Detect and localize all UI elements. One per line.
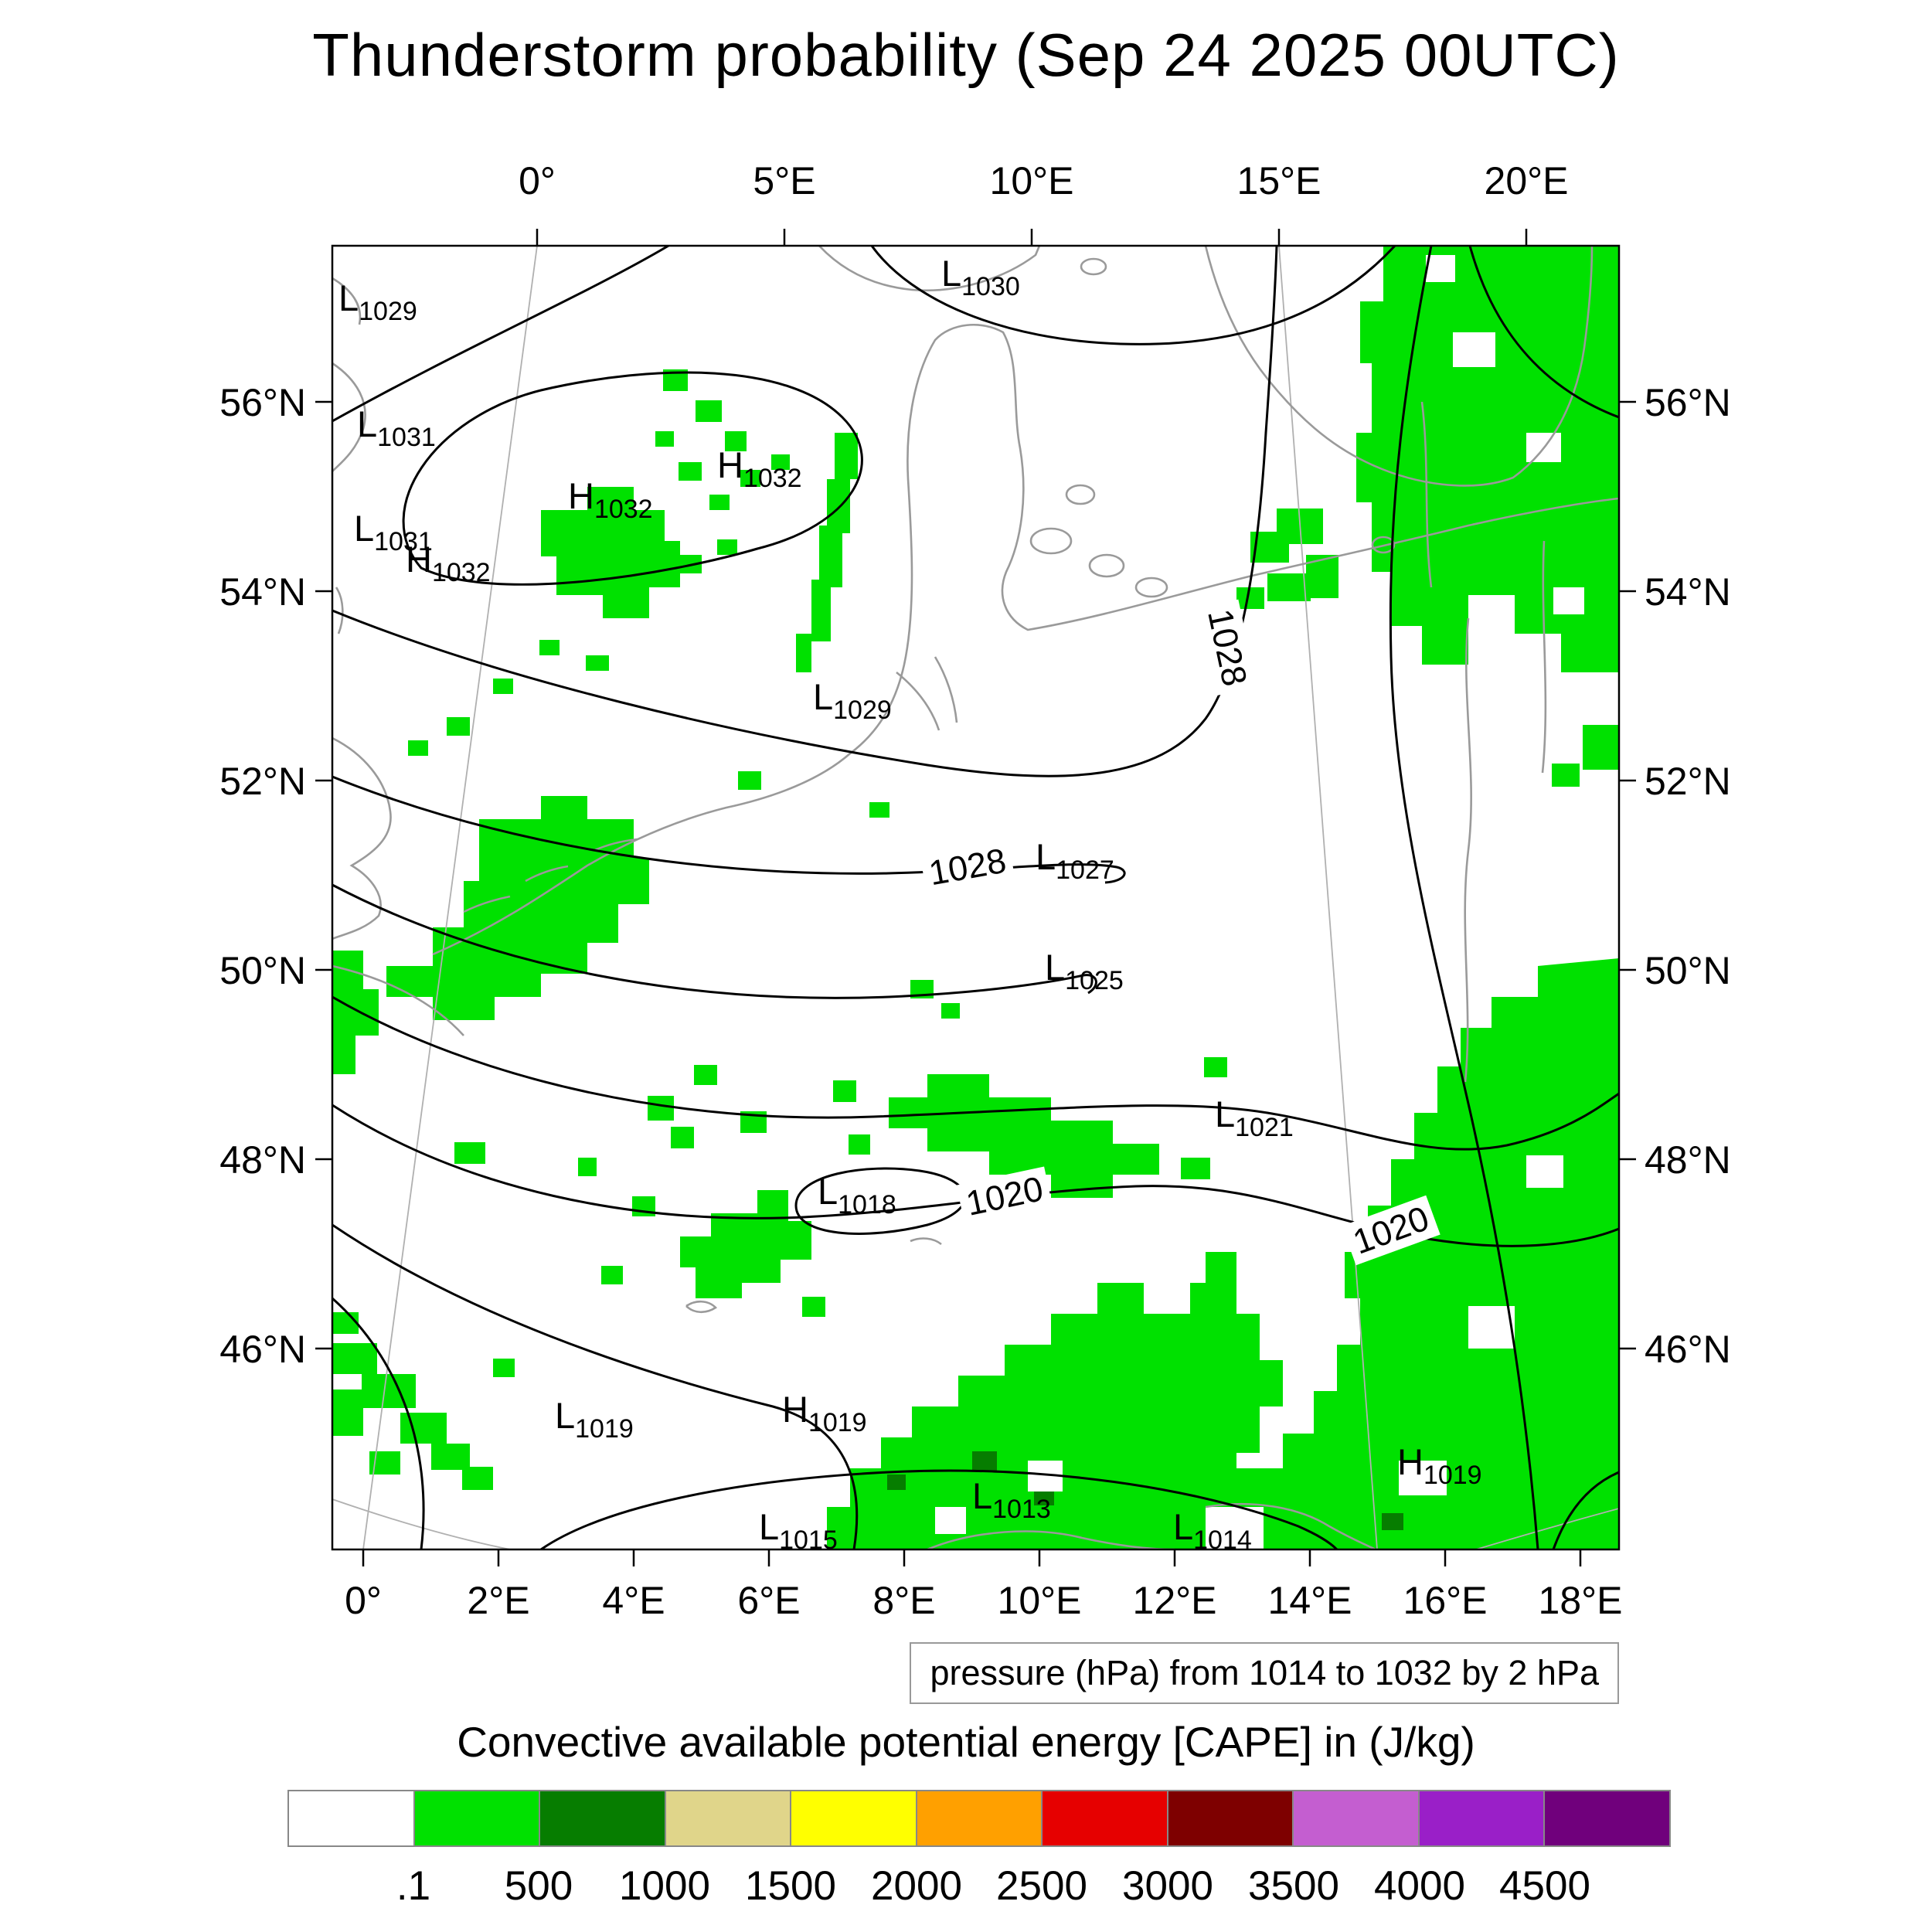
colorbar-cell (1294, 1791, 1420, 1845)
pressure-center-label: L1019 (555, 1395, 634, 1444)
pressure-center-label: L1030 (941, 253, 1020, 301)
pressure-center-label: L1027 (1036, 836, 1114, 885)
pressure-center-label: L1021 (1215, 1094, 1294, 1142)
pressure-center-label: L1025 (1045, 947, 1124, 995)
colorbar-cell (791, 1791, 917, 1845)
left-axis-label: 54°N (219, 570, 306, 614)
right-axis-label: 46°N (1645, 1328, 1731, 1371)
right-axis-label: 50°N (1645, 949, 1731, 992)
colorbar-tick-label: 3000 (1122, 1863, 1213, 1909)
graticule (332, 246, 1619, 1549)
colorbar-tick-label: .1 (396, 1863, 431, 1909)
colorbar-tick-label: 500 (504, 1863, 573, 1909)
left-axis-label: 48°N (219, 1138, 306, 1182)
pressure-caption: pressure (hPa) from 1014 to 1032 by 2 hP… (910, 1642, 1619, 1704)
colorbar-cell (1545, 1791, 1670, 1845)
colorbar-tick-label: 2000 (871, 1863, 962, 1909)
colorbar-cell (1043, 1791, 1168, 1845)
colorbar-cell (289, 1791, 415, 1845)
left-axis-label: 46°N (219, 1328, 306, 1371)
bottom-axis-label: 10°E (997, 1579, 1082, 1622)
left-axis-label: 52°N (219, 760, 306, 803)
right-axis-label: 52°N (1645, 760, 1731, 803)
right-axis-label: 48°N (1645, 1138, 1731, 1182)
pressure-center-label: L1015 (759, 1506, 838, 1555)
top-axis-label: 20°E (1484, 159, 1569, 202)
top-axis-label: 10°E (989, 159, 1074, 202)
pressure-center-label: L1031 (354, 508, 433, 556)
pressure-center-label: H1032 (568, 475, 653, 524)
colorbar-tick-label: 4000 (1374, 1863, 1465, 1909)
right-axis-label: 56°N (1645, 381, 1731, 424)
bottom-axis-label: 16°E (1403, 1579, 1488, 1622)
pressure-center-label: L1031 (357, 403, 436, 452)
pressure-center-label: H1019 (782, 1389, 867, 1437)
top-axis-label: 15°E (1236, 159, 1321, 202)
cape-holes (935, 255, 1584, 1534)
bottom-axis-label: 14°E (1267, 1579, 1352, 1622)
pressure-center-label: L1013 (972, 1475, 1051, 1524)
bottom-axis-label: 18°E (1538, 1579, 1623, 1622)
colorbar-cell (917, 1791, 1043, 1845)
right-axis-label: 54°N (1645, 570, 1731, 614)
pressure-center-label: H1032 (406, 539, 491, 587)
cape-shading-layer (332, 246, 1619, 1549)
cape-colorbar (287, 1790, 1671, 1847)
top-axis-label: 5°E (753, 159, 816, 202)
pressure-contours (332, 246, 1619, 1549)
bottom-axis-label: 8°E (872, 1579, 936, 1622)
colorbar-tick-label: 2500 (996, 1863, 1087, 1909)
left-axis-label: 50°N (219, 949, 306, 992)
bottom-axis-label: 4°E (602, 1579, 665, 1622)
colorbar-cell (540, 1791, 666, 1845)
pressure-center-label: H1019 (1397, 1441, 1482, 1490)
colorbar-tick-label: 1500 (745, 1863, 836, 1909)
pressure-center-label: H1032 (717, 444, 802, 493)
colorbar-cell (1419, 1791, 1546, 1845)
top-axis-label: 0° (519, 159, 556, 202)
left-axis-label: 56°N (219, 381, 306, 424)
pressure-center-label: L1014 (1173, 1506, 1252, 1555)
pressure-center-label: L1029 (338, 277, 417, 326)
cape-dark-speckles (887, 1451, 1403, 1530)
colorbar-cell (414, 1791, 541, 1845)
bottom-axis-label: 12°E (1132, 1579, 1217, 1622)
pressure-center-label: L1029 (813, 676, 892, 725)
colorbar-cell (665, 1791, 792, 1845)
map-frame (315, 229, 1636, 1566)
colorbar-cell (1168, 1791, 1294, 1845)
bottom-axis-label: 0° (345, 1579, 382, 1622)
colorbar-tick-label: 4500 (1499, 1863, 1590, 1909)
colorbar-tick-label: 3500 (1248, 1863, 1339, 1909)
pressure-center-label: L1018 (818, 1171, 896, 1219)
legend-title: Convective available potential energy [C… (457, 1718, 1475, 1766)
colorbar-tick-label: 1000 (619, 1863, 710, 1909)
bottom-axis-label: 6°E (737, 1579, 801, 1622)
chart-title: Thunderstorm probability (Sep 24 2025 00… (312, 21, 1620, 89)
bottom-axis-label: 2°E (467, 1579, 530, 1622)
